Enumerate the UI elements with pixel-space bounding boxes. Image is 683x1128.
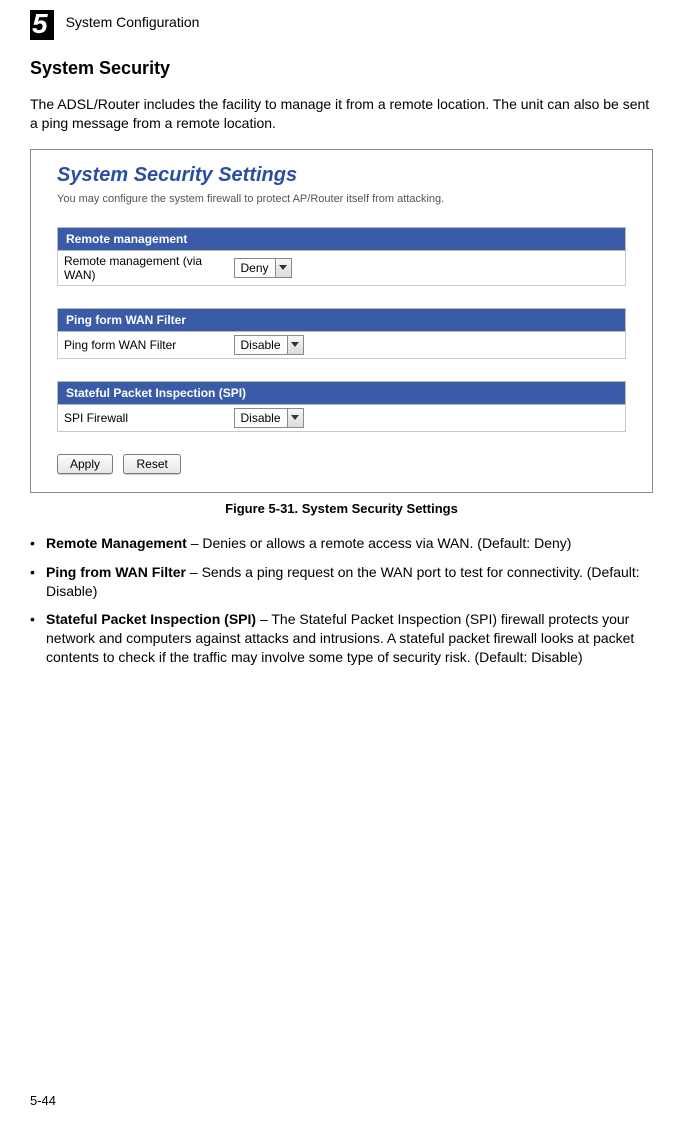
remote-management-select[interactable]: Deny (234, 258, 292, 278)
bullet-term: Remote Management (46, 535, 187, 551)
config-group-remote: Remote management Remote management (via… (57, 227, 626, 286)
intro-paragraph: The ADSL/Router includes the facility to… (30, 95, 653, 133)
apply-button[interactable]: Apply (57, 454, 113, 474)
chapter-header: 5 System Configuration (30, 10, 653, 40)
section-title: System Security (30, 58, 653, 79)
figure-caption: Figure 5-31. System Security Settings (30, 501, 653, 516)
panel-description: You may configure the system firewall to… (57, 193, 626, 205)
panel-title: System Security Settings (57, 164, 626, 187)
row-label: Ping form WAN Filter (58, 331, 228, 358)
page-number: 5-44 (30, 1093, 56, 1108)
select-value: Disable (235, 338, 287, 352)
chevron-down-icon (287, 336, 303, 354)
config-group-ping: Ping form WAN Filter Ping form WAN Filte… (57, 308, 626, 359)
list-item: • Remote Management – Denies or allows a… (30, 534, 653, 553)
config-group-spi: Stateful Packet Inspection (SPI) SPI Fir… (57, 381, 626, 432)
group-header: Stateful Packet Inspection (SPI) (58, 381, 626, 404)
bullet-marker: • (30, 610, 46, 667)
row-label: SPI Firewall (58, 404, 228, 431)
reset-button[interactable]: Reset (123, 454, 180, 474)
row-label: Remote management (via WAN) (58, 250, 228, 285)
group-header: Ping form WAN Filter (58, 308, 626, 331)
bullet-term: Ping from WAN Filter (46, 564, 186, 580)
spi-firewall-select[interactable]: Disable (234, 408, 304, 428)
screenshot-container: System Security Settings You may configu… (30, 149, 653, 493)
list-item: • Ping from WAN Filter – Sends a ping re… (30, 563, 653, 601)
select-value: Disable (235, 411, 287, 425)
button-row: Apply Reset (57, 454, 626, 474)
bullet-term: Stateful Packet Inspection (SPI) (46, 611, 256, 627)
chevron-down-icon (275, 259, 291, 277)
bullet-desc: – Denies or allows a remote access via W… (187, 535, 572, 551)
chapter-title: System Configuration (66, 10, 200, 30)
bullet-list: • Remote Management – Denies or allows a… (30, 534, 653, 667)
ping-filter-select[interactable]: Disable (234, 335, 304, 355)
list-item: • Stateful Packet Inspection (SPI) – The… (30, 610, 653, 667)
select-value: Deny (235, 261, 275, 275)
group-header: Remote management (58, 227, 626, 250)
bullet-marker: • (30, 563, 46, 601)
bullet-marker: • (30, 534, 46, 553)
chapter-number: 5 (30, 10, 54, 40)
chevron-down-icon (287, 409, 303, 427)
